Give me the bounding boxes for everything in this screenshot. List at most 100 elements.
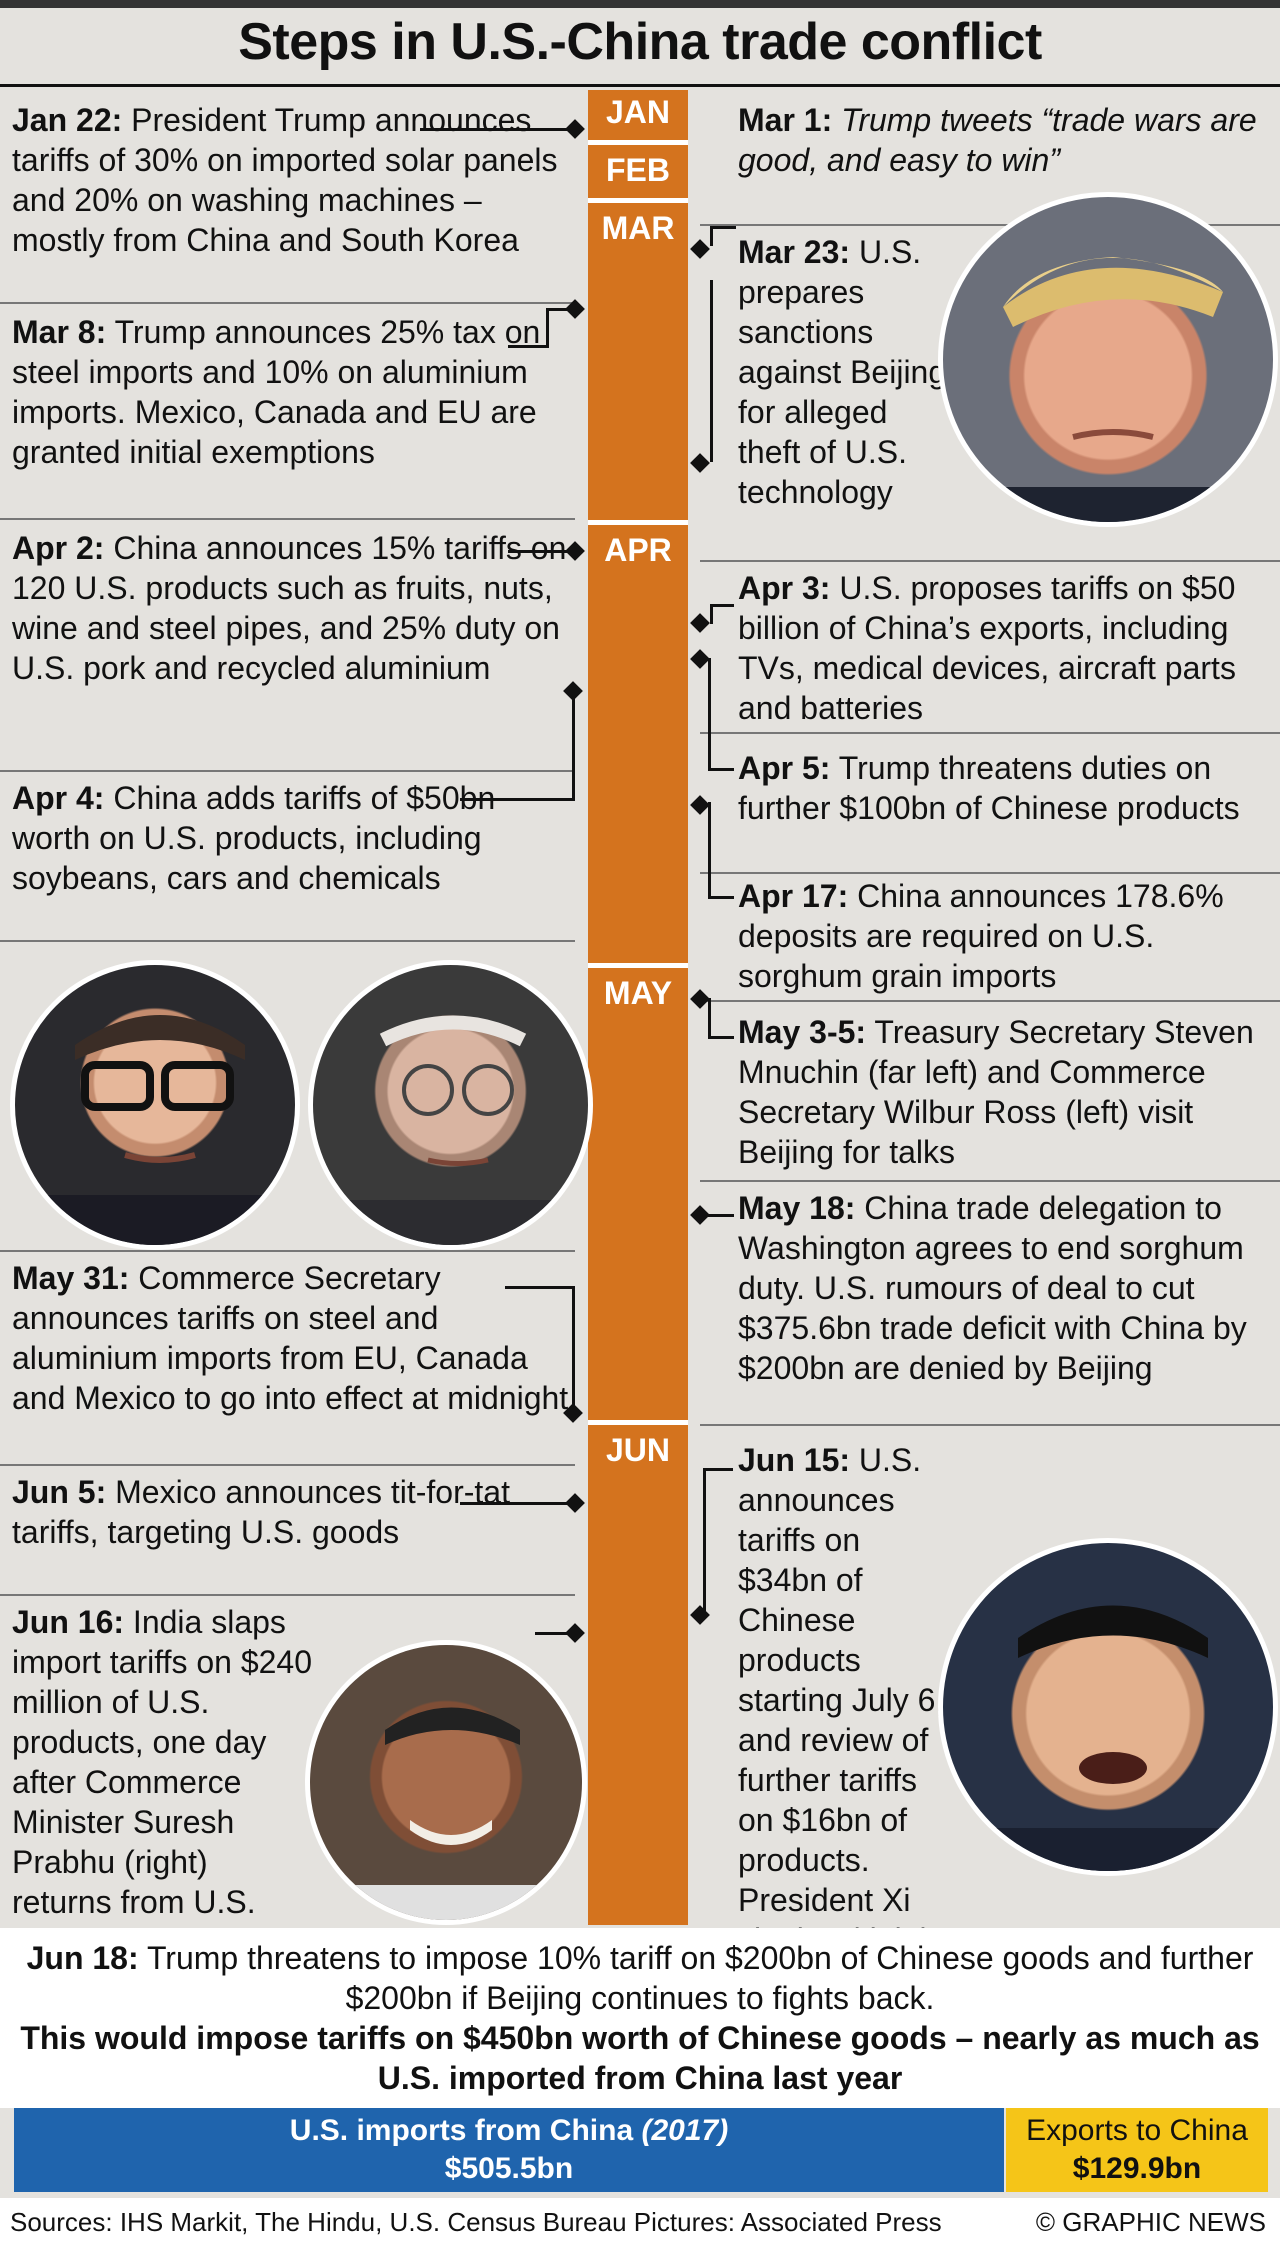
month-jun: JUN (605, 1432, 670, 1468)
mnuchin-face-icon (15, 1015, 295, 1245)
connector (710, 604, 713, 624)
page-title: Steps in U.S.-China trade conflict (238, 13, 1042, 71)
marker-diamond (690, 613, 710, 633)
event-apr3: Apr 3: U.S. proposes tariffs on $50 bill… (738, 570, 1236, 726)
separator (0, 1250, 575, 1252)
prabhu-face-icon (310, 1707, 582, 1920)
separator (700, 224, 1280, 226)
photo-suresh-prabhu (305, 1640, 587, 1925)
photo-donald-trump (938, 192, 1278, 527)
connector (420, 128, 575, 131)
separator (0, 940, 575, 942)
marker-diamond (565, 1623, 585, 1643)
event-may3-5: May 3-5: Treasury Secretary Steven Mnuch… (738, 1014, 1254, 1170)
connector (460, 1502, 570, 1505)
separator (700, 1000, 1280, 1002)
event-jun18: Jun 18: Trump threatens to impose 10% ta… (26, 1940, 1254, 2016)
imports-value: $505.5bn (444, 2152, 574, 2185)
conclusion-text: This would impose tariffs on $450bn wort… (20, 2020, 1260, 2096)
marker-diamond (690, 1605, 710, 1625)
connector (508, 550, 570, 553)
exports-bar: Exports to China $129.9bn (1006, 2108, 1268, 2192)
event-may18: May 18: China trade delegation to Washin… (738, 1190, 1247, 1386)
event-jan22: Jan 22: President Trump announces tariff… (12, 102, 558, 258)
timeline-spine (588, 90, 688, 1925)
separator (0, 1594, 575, 1596)
connector (708, 658, 711, 768)
connector (535, 1632, 570, 1635)
month-divider (588, 963, 688, 968)
xi-face-icon (943, 1605, 1273, 1871)
separator (700, 560, 1280, 562)
connector (703, 1468, 733, 1471)
marker-diamond (690, 989, 710, 1009)
event-mar8: Mar 8: Trump announces 25% tax on steel … (12, 314, 541, 470)
connector (708, 998, 711, 1038)
event-may31: May 31: Commerce Secretary announces tar… (12, 1260, 569, 1416)
connector (460, 798, 572, 801)
connector (546, 308, 549, 348)
separator (0, 1464, 575, 1466)
marker-diamond (690, 649, 710, 669)
exports-value: $129.9bn (1072, 2152, 1202, 2185)
connector (703, 1468, 706, 1614)
event-jun5: Jun 5: Mexico announces tit-for-tat tari… (12, 1474, 510, 1550)
connector (708, 802, 711, 898)
trump-face-icon (943, 257, 1273, 522)
summary-panel (0, 1928, 1280, 2108)
event-apr17: Apr 17: China announces 178.6% deposits … (738, 878, 1224, 994)
connector (708, 1036, 734, 1039)
photo-steven-mnuchin (10, 960, 300, 1250)
imports-bar: U.S. imports from China (2017) $505.5bn (14, 2108, 1004, 2192)
exports-label: Exports to China (1026, 2114, 1248, 2147)
month-jan: JAN (605, 94, 670, 130)
month-may: MAY (603, 975, 673, 1011)
separator (700, 872, 1280, 874)
footer: Sources: IHS Markit, The Hindu, U.S. Cen… (0, 2198, 1280, 2246)
connector (708, 1214, 734, 1217)
photo-wilbur-ross (308, 960, 593, 1250)
separator (0, 302, 575, 304)
month-apr: APR (604, 532, 672, 568)
connector (546, 308, 568, 311)
event-apr5: Apr 5: Trump threatens duties on further… (738, 750, 1240, 826)
connector (710, 226, 713, 246)
event-mar1: Mar 1: Trump tweets “trade wars are good… (738, 102, 1257, 178)
month-divider (588, 520, 688, 525)
credit-text: © GRAPHIC NEWS (1035, 2207, 1266, 2237)
event-jun16: Jun 16: India slaps import tariffs on $2… (12, 1604, 313, 1920)
imports-year: (2017) (641, 2114, 729, 2147)
event-apr2: Apr 2: China announces 15% tariffs on 12… (12, 530, 567, 686)
connector (572, 690, 575, 801)
month-feb: FEB (606, 152, 670, 188)
event-mar23: Mar 23: U.S. prepares sanctions against … (738, 234, 947, 510)
separator (0, 770, 575, 772)
month-divider (588, 1420, 688, 1425)
separator (700, 732, 1280, 734)
sources-text: Sources: IHS Markit, The Hindu, U.S. Cen… (10, 2207, 942, 2237)
month-mar: MAR (601, 210, 675, 246)
ross-face-icon (313, 1015, 588, 1245)
month-divider (588, 140, 688, 145)
marker-diamond (690, 239, 710, 259)
marker-diamond (690, 1205, 710, 1225)
title-rule (0, 84, 1280, 87)
event-apr4: Apr 4: China adds tariffs of $50bn worth… (12, 780, 496, 896)
connector (710, 280, 713, 462)
separator (0, 518, 575, 520)
marker-diamond (690, 453, 710, 473)
connector (710, 226, 736, 229)
photo-xi-jinping (938, 1538, 1278, 1876)
separator (700, 1180, 1280, 1182)
marker-diamond (690, 795, 710, 815)
imports-label: U.S. imports from China (289, 2114, 634, 2147)
connector (508, 345, 548, 348)
top-bar (0, 0, 1280, 8)
separator (700, 1424, 1280, 1426)
connector (708, 768, 734, 771)
connector (710, 604, 734, 607)
connector (505, 1286, 575, 1289)
connector (708, 896, 734, 899)
month-divider (588, 198, 688, 203)
connector (572, 1286, 575, 1406)
